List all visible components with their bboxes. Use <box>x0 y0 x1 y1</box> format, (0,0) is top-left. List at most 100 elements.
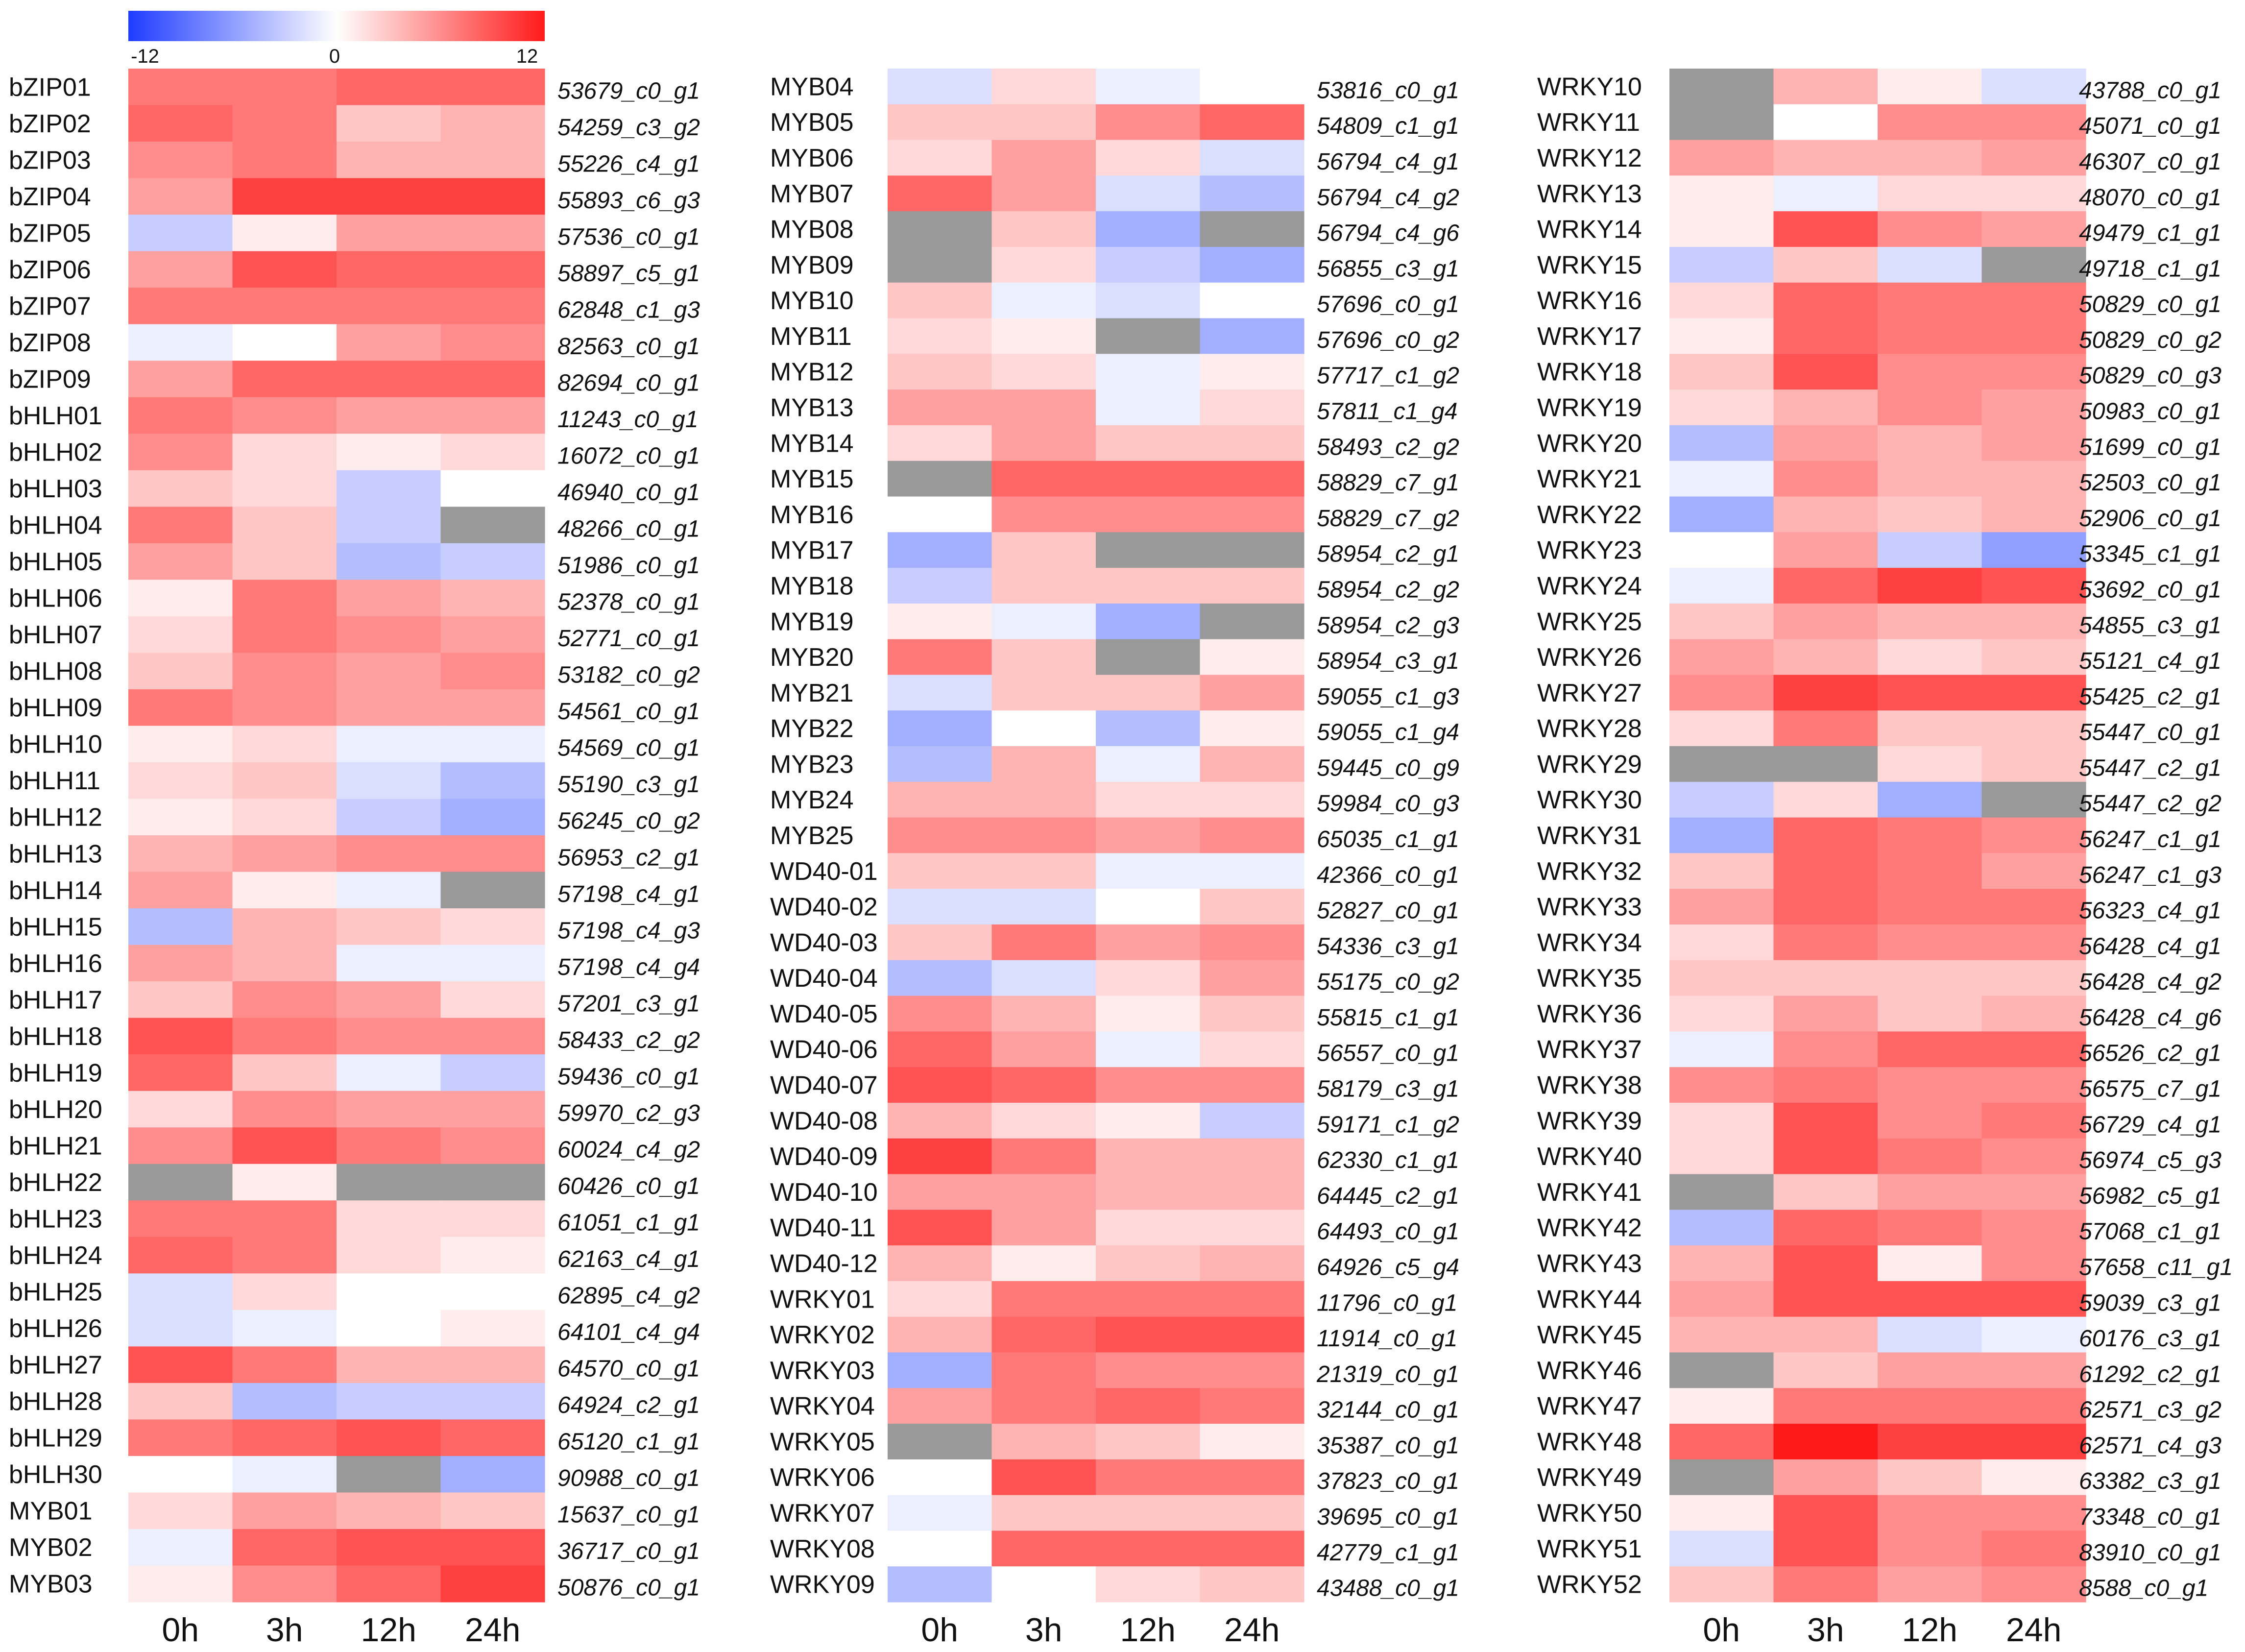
heatmap-cell <box>128 543 233 580</box>
heatmap-cell <box>1981 1424 2086 1460</box>
gene-name-label: bZIP04 <box>9 183 91 211</box>
heatmap-cell <box>1878 1316 1982 1353</box>
heatmap-cell <box>440 324 545 361</box>
transcript-id-label: 64570_c0_g1 <box>557 1356 700 1382</box>
heatmap-cell <box>232 434 337 471</box>
heatmap-cell <box>1669 639 1774 676</box>
gene-name-label: bHLH29 <box>9 1424 102 1453</box>
heatmap-cell <box>440 470 545 507</box>
heatmap-cell <box>991 1138 1096 1175</box>
gene-name-label: MYB19 <box>770 607 854 636</box>
heatmap-cell <box>1096 1531 1201 1567</box>
heatmap-cell <box>337 799 441 836</box>
gene-name-label: WRKY47 <box>1537 1392 1642 1421</box>
heatmap-cell <box>1773 639 1878 676</box>
heatmap-cell <box>888 889 992 925</box>
heatmap-cell <box>991 1531 1096 1567</box>
heatmap-cell <box>1773 1138 1878 1175</box>
heatmap-cell <box>232 981 337 1019</box>
transcript-id-label: 56953_c2_g1 <box>557 845 700 871</box>
transcript-id-label: 90988_c0_g1 <box>557 1465 700 1491</box>
gene-name-label: MYB24 <box>770 786 854 814</box>
heatmap-cell <box>1773 425 1878 462</box>
heatmap-cell <box>1200 69 1304 105</box>
gene-name-label: bHLH10 <box>9 730 102 759</box>
heatmap-cell <box>1669 104 1774 141</box>
gene-name-label: MYB05 <box>770 108 854 137</box>
heatmap-cell <box>1773 853 1878 889</box>
heatmap-cell <box>1096 1174 1201 1210</box>
heatmap-cell <box>888 532 992 568</box>
gene-name-label: bHLH07 <box>9 621 102 649</box>
heatmap-cell <box>1200 1388 1304 1424</box>
heatmap-cell <box>128 908 233 946</box>
heatmap-cell <box>1200 354 1304 390</box>
heatmap-cell <box>128 1492 233 1530</box>
heatmap-cell <box>1200 639 1304 676</box>
heatmap-cell <box>1669 318 1774 354</box>
transcript-id-label: 58179_c3_g1 <box>1317 1076 1459 1102</box>
gene-name-label: WRKY36 <box>1537 1000 1642 1028</box>
gene-name-label: MYB18 <box>770 572 854 600</box>
gene-name-label: MYB07 <box>770 180 854 208</box>
heatmap-cell <box>1669 889 1774 925</box>
gene-name-label: bHLH13 <box>9 840 102 868</box>
heatmap-cell <box>128 1383 233 1420</box>
heatmap-cell <box>1669 924 1774 961</box>
heatmap-cell <box>1773 1067 1878 1103</box>
heatmap-cell <box>991 318 1096 354</box>
heatmap-cell <box>888 1352 992 1388</box>
heatmap-cell <box>128 361 233 398</box>
transcript-id-label: 59055_c1_g4 <box>1317 720 1459 746</box>
heatmap-cell <box>337 580 441 617</box>
heatmap-cell <box>1200 889 1304 925</box>
heatmap-cell <box>1878 1424 1982 1460</box>
heatmap-cell <box>1200 461 1304 497</box>
heatmap-cell <box>337 835 441 873</box>
heatmap-cell <box>1200 781 1304 818</box>
heatmap-cell <box>128 835 233 873</box>
transcript-id-label: 52906_c0_g1 <box>2079 506 2221 532</box>
heatmap-cell <box>440 1200 545 1238</box>
heatmap-cell <box>1096 318 1201 354</box>
gene-name-label: WRKY45 <box>1537 1321 1642 1349</box>
transcript-id-label: 53816_c0_g1 <box>1317 77 1459 103</box>
heatmap-cell <box>1981 1388 2086 1424</box>
transcript-id-label: 53345_c1_g1 <box>2079 541 2221 567</box>
heatmap-cell <box>888 496 992 533</box>
heatmap-cell <box>128 616 233 653</box>
heatmap-cell <box>888 1138 992 1175</box>
heatmap-cell <box>232 1054 337 1092</box>
heatmap-cell <box>440 799 545 836</box>
heatmap-cell <box>1878 924 1982 961</box>
heatmap-cell <box>1878 568 1982 604</box>
heatmap-cell <box>128 1273 233 1311</box>
heatmap-cell <box>337 1273 441 1311</box>
gene-name-label: WRKY25 <box>1537 607 1642 636</box>
heatmap-cell <box>1773 246 1878 283</box>
heatmap-cell <box>128 1164 233 1201</box>
transcript-id-label: 56428_c4_g1 <box>2079 933 2221 959</box>
heatmap-cell <box>991 425 1096 462</box>
heatmap-cell <box>232 799 337 836</box>
heatmap-cell <box>1669 1031 1774 1068</box>
time-point-label: 3h <box>1807 1611 1844 1649</box>
heatmap-cell <box>1878 1102 1982 1139</box>
heatmap-cell <box>1878 1210 1982 1246</box>
transcript-id-label: 53679_c0_g1 <box>557 78 700 104</box>
transcript-id-label: 45071_c0_g1 <box>2079 113 2221 139</box>
gene-name-label: bHLH22 <box>9 1168 102 1197</box>
transcript-id-label: 64493_c0_g1 <box>1317 1219 1459 1245</box>
heatmap-cell <box>337 1091 441 1128</box>
heatmap-cell <box>128 507 233 544</box>
heatmap-cell <box>1981 1281 2086 1317</box>
transcript-id-label: 54336_c3_g1 <box>1317 933 1459 959</box>
heatmap-cell <box>337 1310 441 1347</box>
heatmap-cell <box>1878 781 1982 818</box>
transcript-id-label: 42779_c1_g1 <box>1317 1540 1459 1566</box>
heatmap-cell <box>232 1018 337 1055</box>
transcript-id-label: 54561_c0_g1 <box>557 699 700 725</box>
transcript-id-label: 56974_c5_g3 <box>2079 1147 2221 1173</box>
heatmap-cell <box>1878 1031 1982 1068</box>
transcript-id-label: 64926_c5_g4 <box>1317 1254 1459 1280</box>
